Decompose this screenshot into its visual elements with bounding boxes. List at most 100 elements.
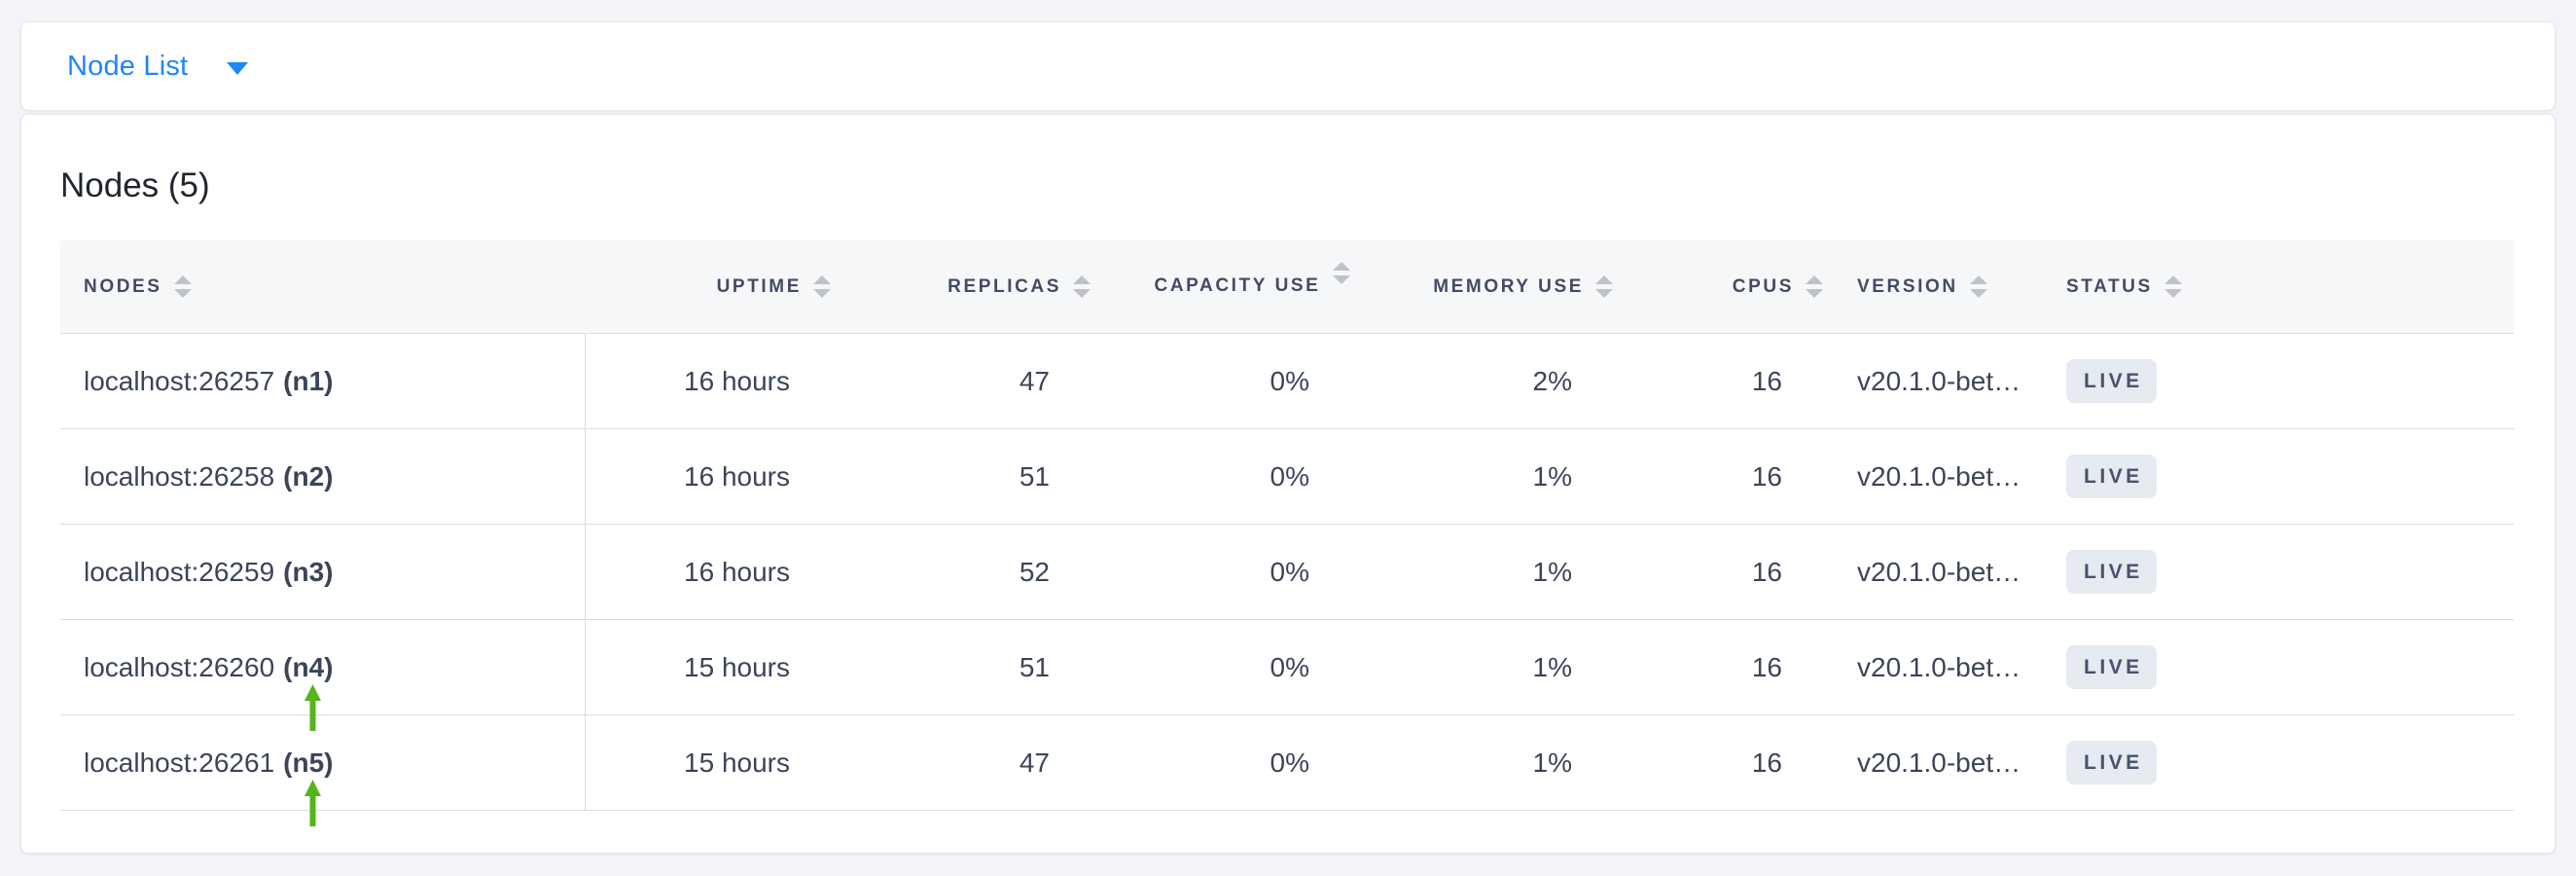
- page-title: Nodes (5): [60, 166, 210, 204]
- nodes-card: Nodes (5) NODES UPTIME REPLICAS CAPACITY…: [20, 114, 2556, 854]
- column-header-nodes[interactable]: NODES: [60, 240, 586, 333]
- table-row[interactable]: localhost:26261 (n5) 15 hours 47 0% 1% 1…: [60, 715, 2514, 826]
- node-name: (n5): [283, 747, 334, 778]
- column-header-label: REPLICAS: [948, 275, 1061, 297]
- node-address: localhost:26257: [84, 365, 275, 396]
- replicas-cell: 47: [1019, 747, 1050, 778]
- node-cell: localhost:26258 (n2): [60, 429, 586, 524]
- status-cell: LIVE: [2041, 715, 2514, 810]
- sort-down-icon: [813, 289, 831, 298]
- table-header: NODES UPTIME REPLICAS CAPACITY USE MEMOR…: [60, 240, 2514, 334]
- column-header-replicas[interactable]: REPLICAS: [790, 240, 1091, 333]
- sort-arrows-icon: [1969, 275, 1987, 298]
- nodes-table: NODES UPTIME REPLICAS CAPACITY USE MEMOR…: [60, 240, 2514, 826]
- sort-arrows-icon: [1595, 275, 1613, 298]
- column-header-label: CAPACITY USE: [1154, 275, 1321, 297]
- node-cell: localhost:26261 (n5): [60, 715, 586, 826]
- capacity-use-cell: 0%: [1270, 460, 1309, 492]
- sort-arrows-icon: [1333, 262, 1350, 284]
- status-cell: LIVE: [2041, 525, 2514, 619]
- column-header-memory-use[interactable]: MEMORY USE: [1309, 240, 1613, 333]
- status-cell: LIVE: [2041, 620, 2514, 714]
- memory-use-cell: 2%: [1532, 365, 1572, 396]
- table-row[interactable]: localhost:26257 (n1) 16 hours 47 0% 2% 1…: [60, 334, 2514, 429]
- column-header-version[interactable]: VERSION: [1782, 240, 2041, 333]
- status-badge: LIVE: [2066, 740, 2157, 785]
- sort-down-icon: [1073, 289, 1091, 298]
- cpus-cell: 16: [1751, 651, 1782, 682]
- cpus-cell: 16: [1751, 747, 1782, 778]
- column-header-label: NODES: [84, 275, 162, 297]
- sort-up-icon: [1595, 275, 1613, 284]
- sort-arrows-icon: [813, 275, 831, 298]
- memory-use-cell: 1%: [1532, 651, 1572, 682]
- status-cell: LIVE: [2041, 334, 2514, 428]
- sort-up-icon: [2164, 275, 2182, 284]
- status-badge: LIVE: [2066, 644, 2157, 690]
- table-row[interactable]: localhost:26258 (n2) 16 hours 51 0% 1% 1…: [60, 429, 2514, 525]
- replicas-cell: 52: [1019, 556, 1050, 587]
- table-row[interactable]: localhost:26260 (n4) 15 hours 51 0% 1% 1…: [60, 620, 2514, 731]
- sort-down-icon: [1595, 289, 1613, 298]
- column-header-cpus[interactable]: CPUS: [1572, 240, 1823, 333]
- sort-up-icon: [173, 275, 192, 284]
- version-cell: v20.1.0-bet…: [1857, 556, 2021, 587]
- column-header-uptime[interactable]: UPTIME: [586, 240, 831, 333]
- version-cell: v20.1.0-bet…: [1857, 651, 2021, 682]
- node-list-dropdown[interactable]: Node List: [67, 50, 249, 83]
- node-address: localhost:26261: [84, 747, 275, 778]
- sort-up-icon: [1969, 275, 1987, 284]
- sort-down-icon: [173, 289, 192, 298]
- column-header-label: CPUS: [1732, 275, 1794, 297]
- sort-arrows-icon: [2164, 275, 2182, 298]
- green-arrow-up-icon: [304, 780, 321, 826]
- sort-arrows-icon: [1073, 275, 1091, 298]
- node-cell: localhost:26260 (n4): [60, 620, 586, 731]
- sort-down-icon: [1969, 289, 1987, 298]
- capacity-use-cell: 0%: [1270, 651, 1309, 682]
- replicas-cell: 47: [1019, 365, 1050, 396]
- uptime-cell: 16 hours: [684, 556, 790, 587]
- table-row[interactable]: localhost:26259 (n3) 16 hours 52 0% 1% 1…: [60, 525, 2514, 620]
- sort-down-icon: [1333, 275, 1350, 284]
- sort-down-icon: [2164, 289, 2182, 298]
- sort-down-icon: [1806, 289, 1823, 298]
- column-header-label: VERSION: [1857, 275, 1958, 297]
- cpus-cell: 16: [1751, 365, 1782, 396]
- column-header-label: UPTIME: [716, 275, 802, 297]
- node-address: localhost:26260: [84, 651, 275, 682]
- sort-up-icon: [1073, 275, 1091, 284]
- column-header-status[interactable]: STATUS: [2041, 240, 2514, 333]
- table-body: localhost:26257 (n1) 16 hours 47 0% 2% 1…: [60, 334, 2514, 826]
- capacity-use-cell: 0%: [1270, 747, 1309, 778]
- node-cell: localhost:26259 (n3): [60, 525, 586, 619]
- sort-up-icon: [813, 275, 831, 284]
- node-name: (n2): [283, 460, 334, 492]
- status-badge: LIVE: [2066, 549, 2157, 595]
- uptime-cell: 16 hours: [684, 365, 790, 396]
- green-arrow-up-icon: [304, 684, 321, 731]
- status-cell: LIVE: [2041, 429, 2514, 524]
- version-cell: v20.1.0-bet…: [1857, 747, 2021, 778]
- version-cell: v20.1.0-bet…: [1857, 460, 2021, 492]
- node-address: localhost:26259: [84, 556, 275, 587]
- sort-up-icon: [1333, 262, 1350, 271]
- status-badge: LIVE: [2066, 454, 2157, 499]
- node-name: (n1): [283, 365, 334, 396]
- uptime-cell: 16 hours: [684, 460, 790, 492]
- memory-use-cell: 1%: [1532, 460, 1572, 492]
- column-header-capacity-use[interactable]: CAPACITY USE: [1050, 240, 1350, 333]
- memory-use-cell: 1%: [1532, 747, 1572, 778]
- version-cell: v20.1.0-bet…: [1857, 365, 2021, 396]
- sort-arrows-icon: [1806, 275, 1823, 298]
- column-header-label: STATUS: [2066, 275, 2153, 297]
- node-name: (n3): [283, 556, 334, 587]
- replicas-cell: 51: [1019, 460, 1050, 492]
- sort-arrows-icon: [173, 275, 192, 298]
- capacity-use-cell: 0%: [1270, 556, 1309, 587]
- cpus-cell: 16: [1751, 556, 1782, 587]
- memory-use-cell: 1%: [1532, 556, 1572, 587]
- node-list-dropdown-label: Node List: [67, 50, 189, 82]
- node-name: (n4): [283, 651, 334, 682]
- cpus-cell: 16: [1751, 460, 1782, 492]
